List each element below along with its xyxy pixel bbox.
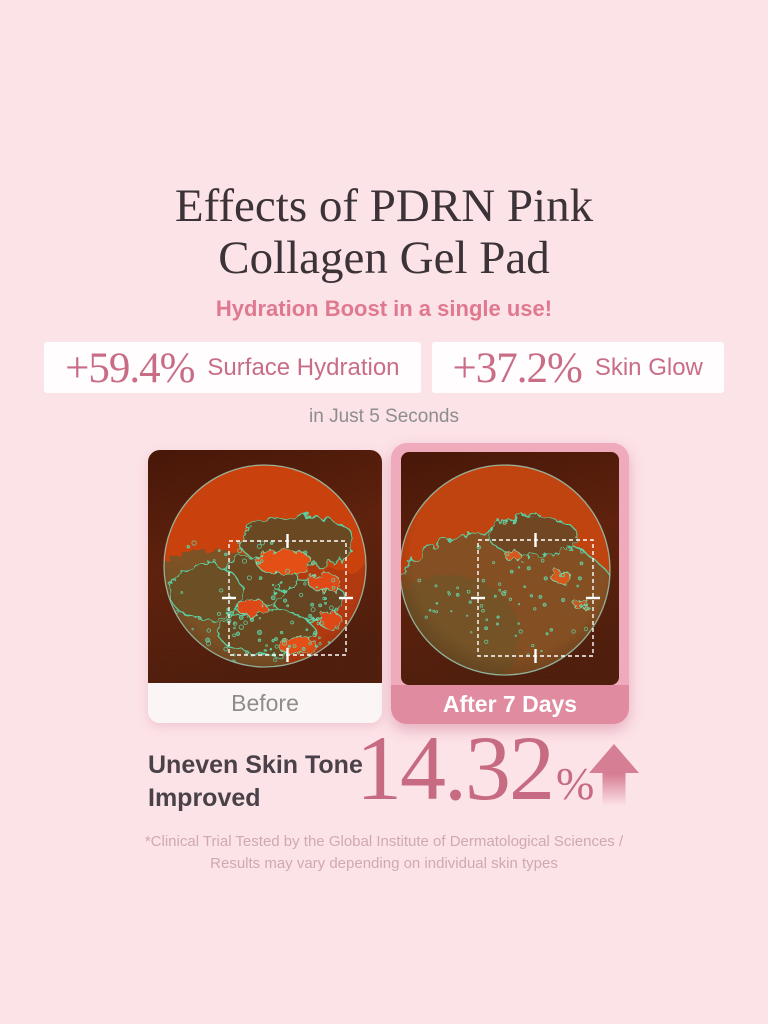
hydration-stats-row: +59.4% Surface Hydration +37.2% Skin Glo… xyxy=(0,342,768,393)
page-title-line2: Collagen Gel Pad xyxy=(218,232,550,284)
subtitle: Hydration Boost in a single use! xyxy=(215,296,553,321)
improvement-label-line2: Improved xyxy=(148,784,261,812)
footnote-line1: *Clinical Trial Tested by the Global Ins… xyxy=(144,833,624,850)
improvement-label-line1: Uneven Skin Tone xyxy=(148,751,363,779)
after-label: After 7 Days xyxy=(391,685,629,724)
page-title: Effects of PDRN Pink Collagen Gel Pad xyxy=(0,180,768,284)
footnote-line2: Results may vary depending on individual… xyxy=(210,855,558,872)
stat-card-surface-hydration: +59.4% Surface Hydration xyxy=(44,342,421,393)
improvement-label: Uneven Skin Tone Improved xyxy=(148,749,363,815)
before-label: Before xyxy=(148,683,382,723)
page-title-line1: Effects of PDRN Pink xyxy=(174,180,594,232)
before-card: Before xyxy=(148,450,382,723)
stat-label: Skin Glow xyxy=(594,353,703,381)
measurement-selection-box xyxy=(471,533,600,663)
measurement-selection-box xyxy=(222,534,353,662)
improvement-value: 14.32 % xyxy=(356,722,594,814)
clinical-footnote: *Clinical Trial Tested by the Global Ins… xyxy=(0,831,768,875)
duration-note: in Just 5 Seconds xyxy=(309,406,459,427)
after-microscope-image xyxy=(401,452,619,685)
after-card: After 7 Days xyxy=(391,443,629,724)
stat-card-skin-glow: +37.2% Skin Glow xyxy=(431,342,724,393)
stat-label: Surface Hydration xyxy=(207,353,400,381)
stat-value: +59.4% xyxy=(65,345,195,392)
improvement-number: 14.32 xyxy=(356,717,555,819)
improvement-percent-sign: % xyxy=(556,758,595,809)
up-arrow-icon xyxy=(589,744,639,807)
after-image-frame xyxy=(401,452,619,685)
before-microscope-image xyxy=(148,450,382,683)
stat-value: +37.2% xyxy=(452,345,583,392)
